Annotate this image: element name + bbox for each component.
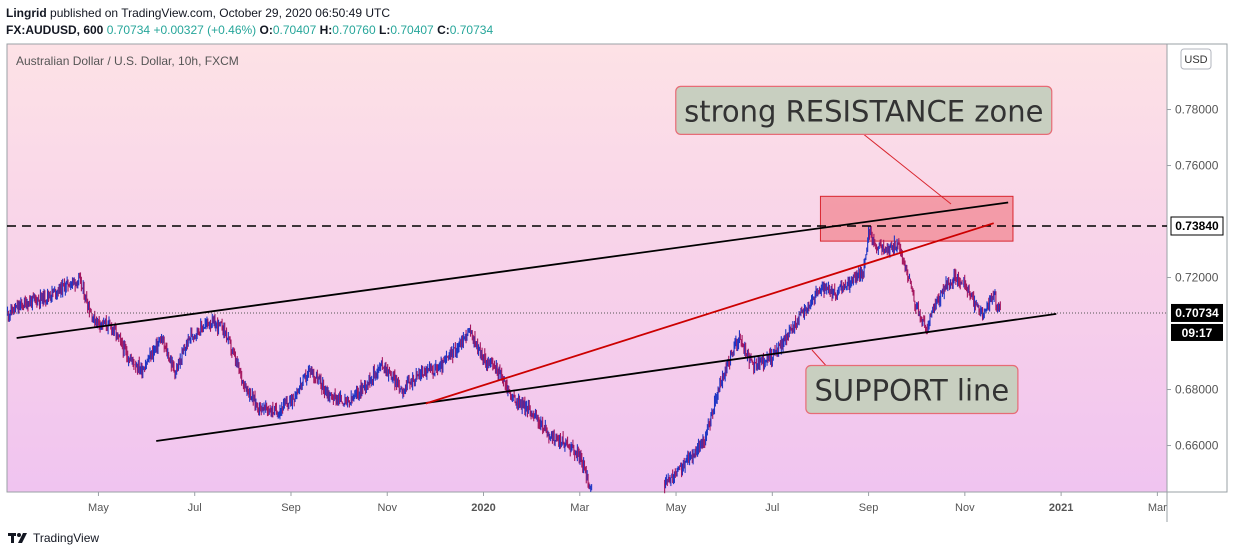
- x-tick-label: Mar: [570, 502, 589, 514]
- close-label: C:: [437, 23, 450, 37]
- chart-title: Australian Dollar / U.S. Dollar, 10h, FX…: [16, 54, 239, 68]
- resistance-label-box[interactable]: [675, 85, 1053, 135]
- y-tick-label: 0.72000: [1175, 271, 1219, 285]
- resistance-label-text: strong RESISTANCE zone: [684, 94, 1043, 128]
- open-label: O:: [259, 23, 273, 37]
- currency-box[interactable]: [1180, 48, 1212, 70]
- x-tick-label: Sep: [281, 502, 301, 514]
- x-tick-label: Jul: [188, 502, 202, 514]
- tradingview-brand[interactable]: TradingView: [33, 531, 100, 545]
- support-label-box[interactable]: [805, 364, 1019, 415]
- y-tick-label: 0.76000: [1175, 159, 1219, 173]
- x-tick-label: 2020: [471, 502, 495, 514]
- tradingview-logo-icon[interactable]: [8, 531, 28, 545]
- support-label-text: SUPPORT line: [815, 374, 1010, 408]
- open-value: 0.70407: [272, 23, 317, 37]
- x-tick-label: Sep: [859, 502, 879, 514]
- level-price-box: [1170, 216, 1224, 236]
- level-price-label: 0.73840: [1175, 219, 1219, 233]
- x-tick-label: Nov: [955, 502, 975, 514]
- support-label-pointer: [811, 349, 827, 366]
- footer: TradingView: [8, 531, 99, 545]
- x-tick-label: Nov: [377, 502, 397, 514]
- x-tick-label: 2021: [1049, 502, 1073, 514]
- publish-line: Lingrid published on TradingView.com, Oc…: [6, 5, 493, 22]
- countdown-box: [1171, 323, 1223, 341]
- x-tick-label: Mar: [1148, 502, 1167, 514]
- ohlc-line: FX:AUDUSD, 600 0.70734 +0.00327 (+0.46%)…: [6, 22, 493, 39]
- y-tick-label: 0.68000: [1175, 383, 1219, 397]
- x-tick-label: Jul: [765, 502, 779, 514]
- header: Lingrid published on TradingView.com, Oc…: [6, 5, 493, 39]
- price-change: +0.00327 (+0.46%): [153, 23, 257, 37]
- support-line[interactable]: [156, 313, 1057, 442]
- y-tick-label: 0.66000: [1175, 439, 1219, 453]
- close-value: 0.70734: [449, 23, 494, 37]
- author-name[interactable]: Lingrid: [6, 6, 47, 20]
- red-trend-line[interactable]: [425, 222, 994, 405]
- upper-channel-line[interactable]: [16, 201, 1009, 339]
- low-label: L:: [379, 23, 391, 37]
- low-value: 0.70407: [390, 23, 434, 37]
- symbol-label[interactable]: FX:AUDUSD, 600: [6, 23, 104, 37]
- currency-label: USD: [1184, 54, 1207, 66]
- current-price-label: 0.70734: [1175, 306, 1219, 320]
- publish-info: published on TradingView.com, October 29…: [50, 6, 391, 20]
- high-label: H:: [319, 23, 333, 37]
- resistance-zone[interactable]: [819, 195, 1014, 242]
- x-tick-label: May: [666, 502, 687, 514]
- x-tick-label: May: [88, 502, 109, 514]
- last-price: 0.70734: [106, 23, 151, 37]
- resistance-label-pointer: [863, 133, 952, 205]
- current-price-box: [1171, 303, 1223, 322]
- high-value: 0.70760: [332, 23, 376, 37]
- countdown-label: 09:17: [1182, 326, 1213, 340]
- y-tick-label: 0.78000: [1175, 103, 1219, 117]
